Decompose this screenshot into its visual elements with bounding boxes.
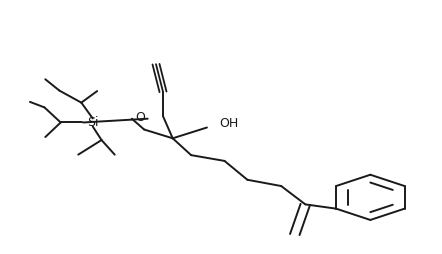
Text: Si: Si (87, 116, 99, 129)
Text: OH: OH (220, 117, 239, 130)
Text: O: O (135, 112, 145, 124)
